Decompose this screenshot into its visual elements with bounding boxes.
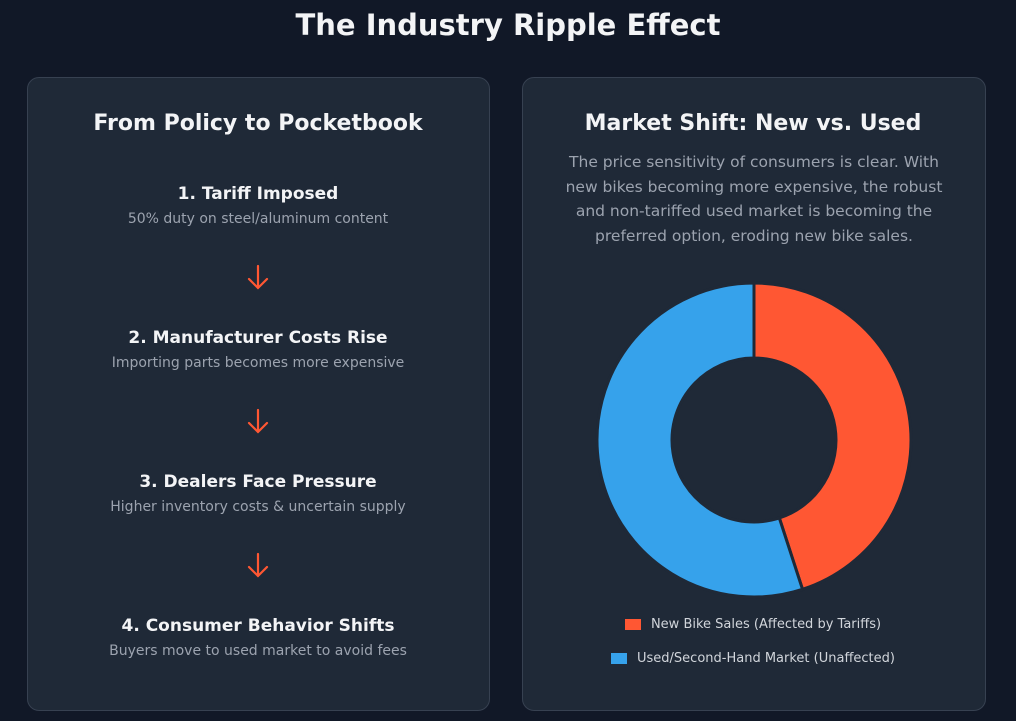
- step-title: 3. Dealers Face Pressure: [139, 472, 377, 492]
- step-description: 50% duty on steel/aluminum content: [127, 211, 389, 227]
- arrow: [247, 264, 269, 290]
- legend-label: Used/Second-Hand Market (Unaffected): [637, 651, 895, 666]
- step-description: Higher inventory costs & uncertain suppl…: [110, 499, 406, 515]
- step-description: Buyers move to used market to avoid fees: [109, 643, 407, 659]
- legend-item: Used/Second-Hand Market (Unaffected): [522, 651, 984, 666]
- arrow: [247, 552, 269, 578]
- legend-label: New Bike Sales (Affected by Tariffs): [650, 617, 882, 632]
- arrow: [247, 408, 269, 434]
- flow-card: [27, 77, 490, 711]
- chart-subtitle: The price sensitivity of consumers is cl…: [565, 153, 943, 245]
- legend-swatch: [624, 619, 641, 630]
- flow-title: From Policy to Pocketbook: [93, 111, 423, 136]
- step-title: 2. Manufacturer Costs Rise: [128, 328, 388, 348]
- step-title: 1. Tariff Imposed: [177, 184, 339, 204]
- step-description: Importing parts becomes more expensive: [111, 355, 405, 371]
- legend-item: New Bike Sales (Affected by Tariffs): [522, 617, 984, 632]
- legend-swatch: [611, 653, 628, 664]
- step-title: 4. Consumer Behavior Shifts: [121, 616, 395, 636]
- page-title: The Industry Ripple Effect: [295, 8, 721, 42]
- chart-title: Market Shift: New vs. Used: [584, 111, 922, 136]
